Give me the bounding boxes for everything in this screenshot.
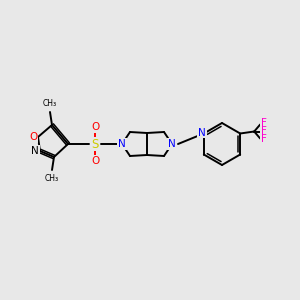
Text: N: N xyxy=(168,139,176,149)
Text: N: N xyxy=(198,128,206,137)
Text: O: O xyxy=(91,156,99,166)
Text: CH₃: CH₃ xyxy=(43,99,57,108)
Text: O: O xyxy=(91,122,99,132)
Text: F: F xyxy=(261,134,267,145)
Text: S: S xyxy=(91,137,99,151)
Text: F: F xyxy=(261,127,267,136)
Text: F: F xyxy=(261,118,267,128)
Text: N: N xyxy=(31,146,39,156)
Text: O: O xyxy=(29,132,37,142)
Text: N: N xyxy=(118,139,126,149)
Text: CH₃: CH₃ xyxy=(45,174,59,183)
